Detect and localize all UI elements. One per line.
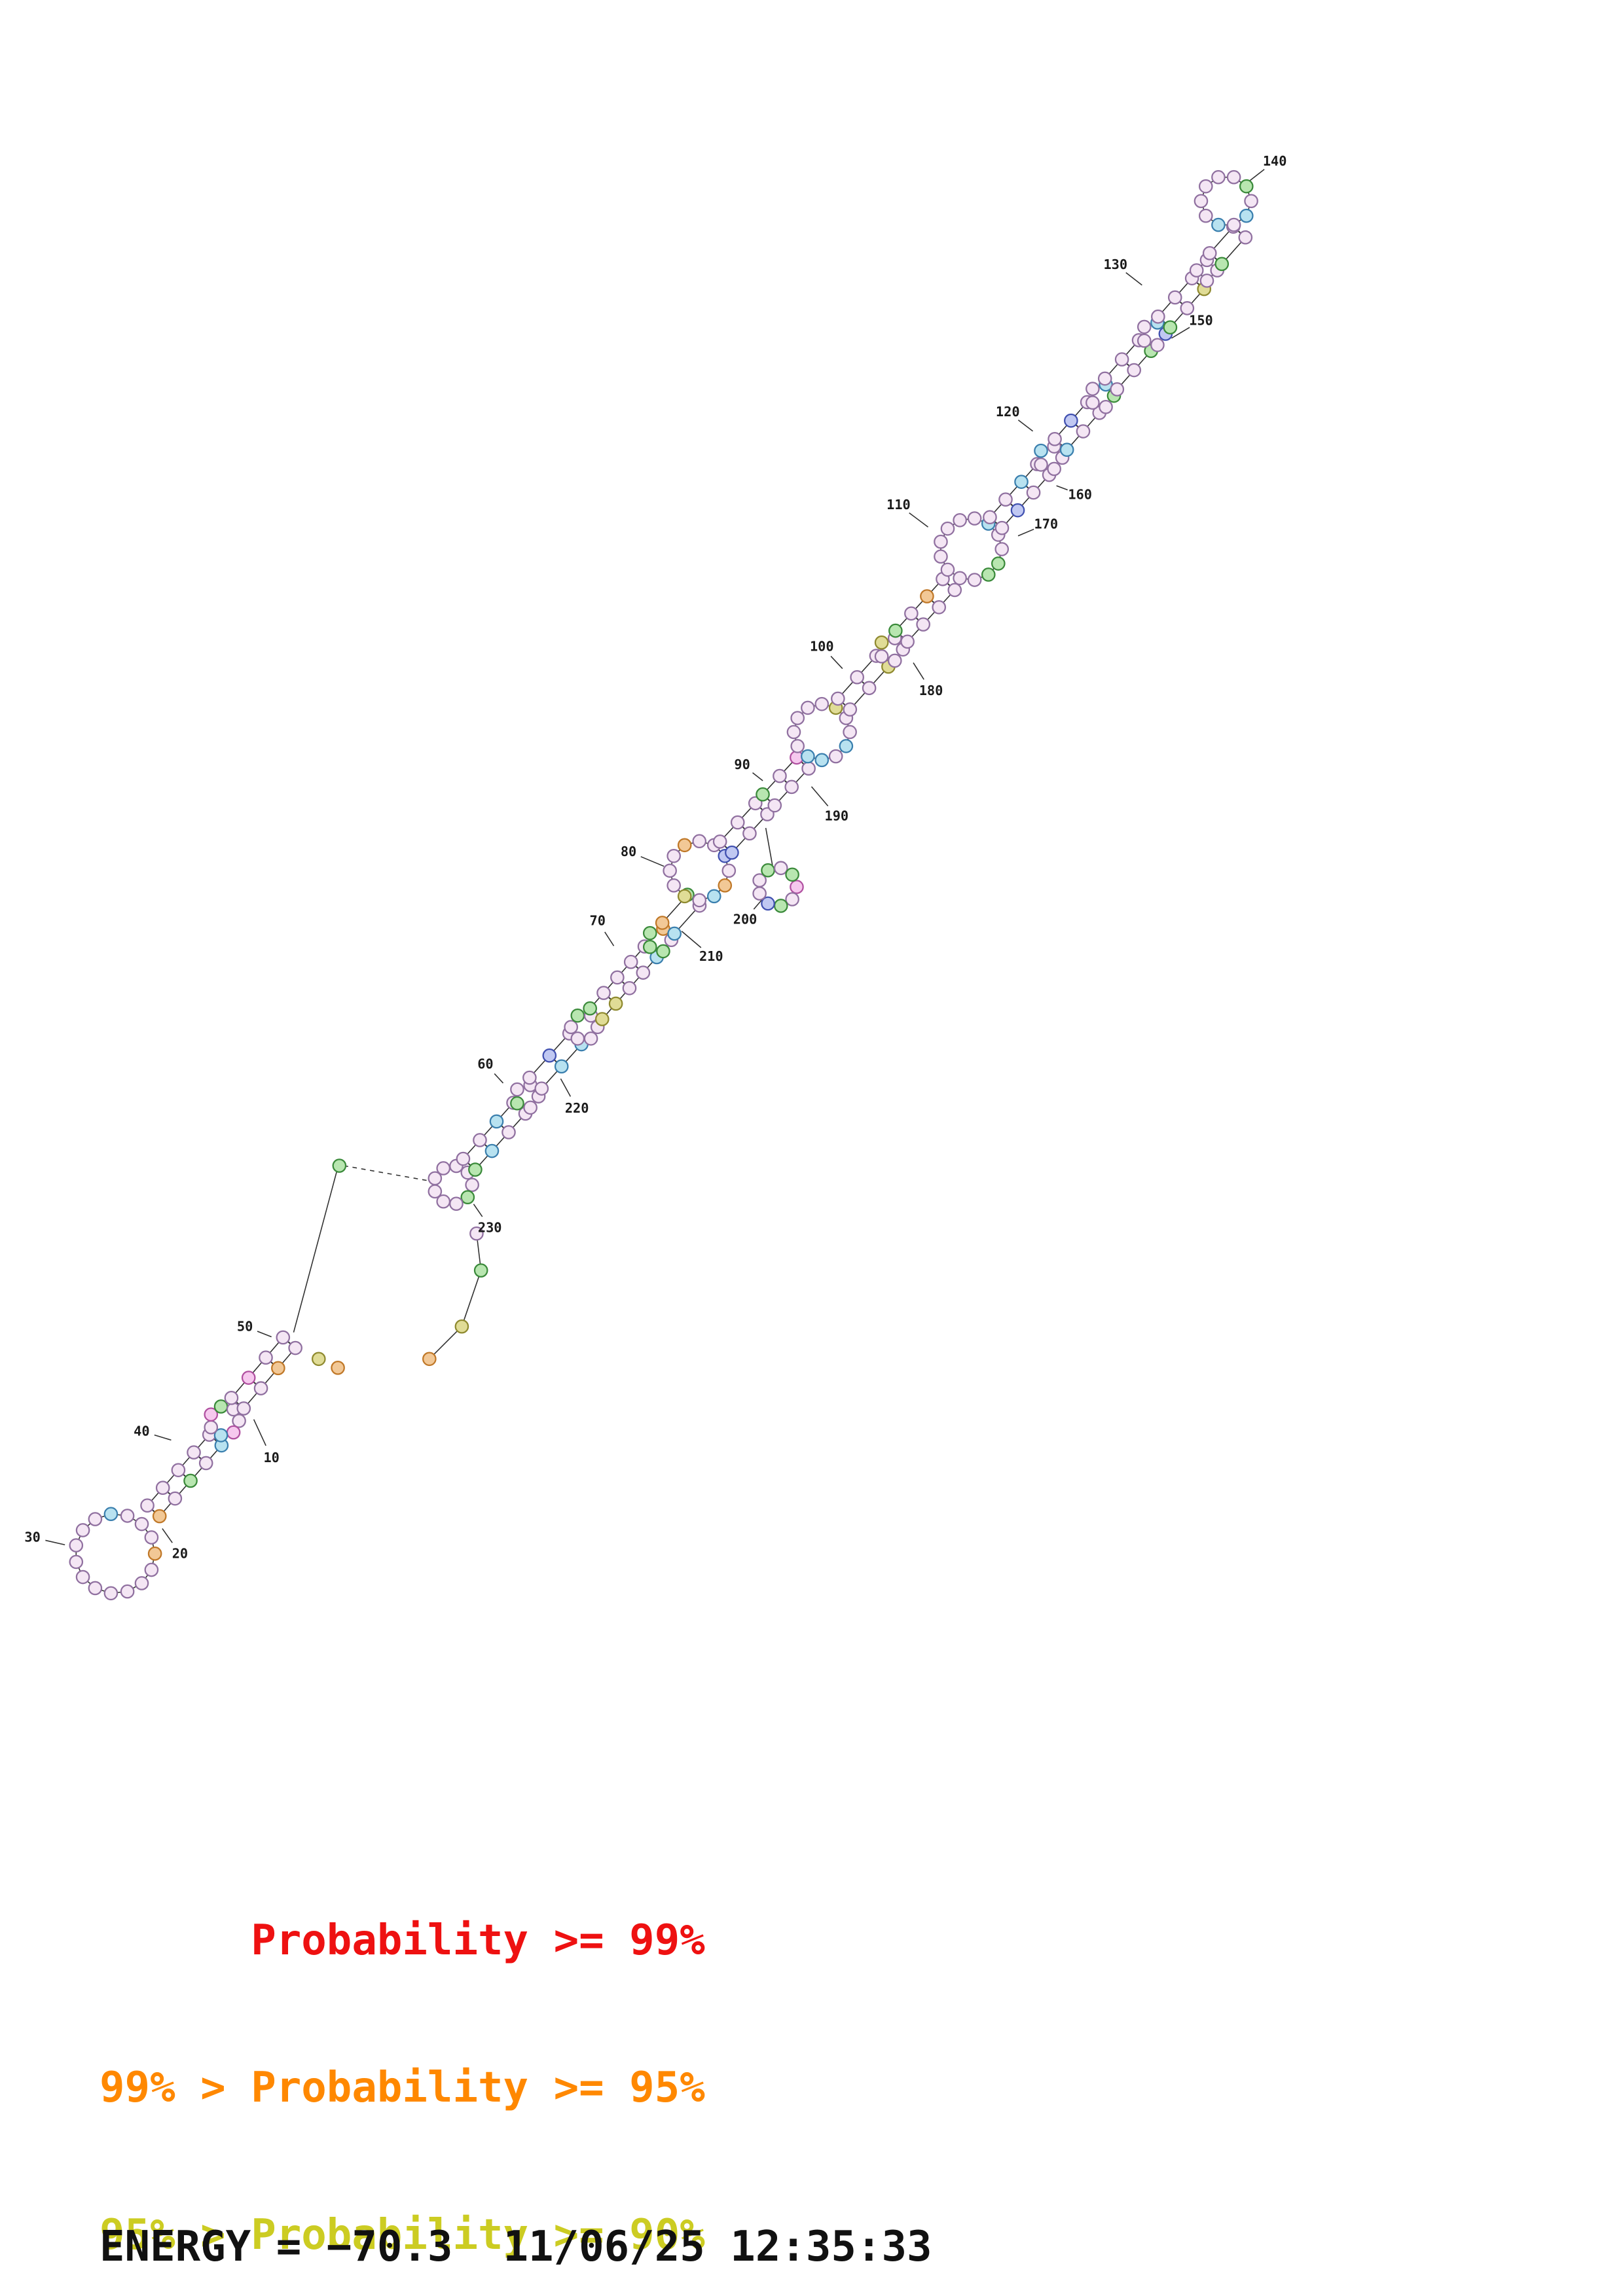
residue-number-label: 30 (24, 1530, 40, 1545)
residue-number-label: 200 (733, 911, 757, 927)
residue-number-label: 20 (172, 1546, 188, 1562)
residue-number-label: 190 (825, 808, 849, 824)
residue-number-label: 40 (134, 1423, 149, 1439)
residue-number-label: 160 (1068, 486, 1092, 502)
legend-line: 99% > Probability >= 95% (100, 2064, 705, 2112)
residue-number-label: 90 (734, 757, 750, 772)
residue-number-label: 170 (1034, 516, 1059, 531)
residue-number-label: 120 (996, 404, 1020, 420)
legend-line: Probability >= 99% (100, 1916, 705, 1965)
residue-number-label: 100 (810, 639, 834, 655)
residue-number-label: 150 (1189, 312, 1213, 328)
residue-number-label: 110 (886, 497, 911, 512)
residue-number-label: 10 (263, 1450, 279, 1465)
energy-text: ENERGY = −70.3 11/06/25 12:35:33 (100, 2223, 932, 2271)
residue-number-label: 210 (699, 948, 723, 964)
residue-number-label: 180 (919, 683, 943, 698)
residue-number-label: 230 (478, 1219, 502, 1235)
residue-number-label: 140 (1263, 153, 1287, 169)
legend-line: 95% > Probability >= 90% (100, 2211, 705, 2259)
residue-number-label: 220 (565, 1100, 589, 1116)
probability-legend: Probability >= 99% 99% > Probability >= … (100, 1818, 705, 2296)
residue-number-label: 130 (1103, 257, 1127, 272)
residue-number-label: 70 (590, 913, 606, 929)
residue-number-label: 50 (237, 1318, 253, 1334)
residue-number-label: 80 (621, 844, 636, 859)
residue-number-label: 60 (477, 1056, 493, 1071)
